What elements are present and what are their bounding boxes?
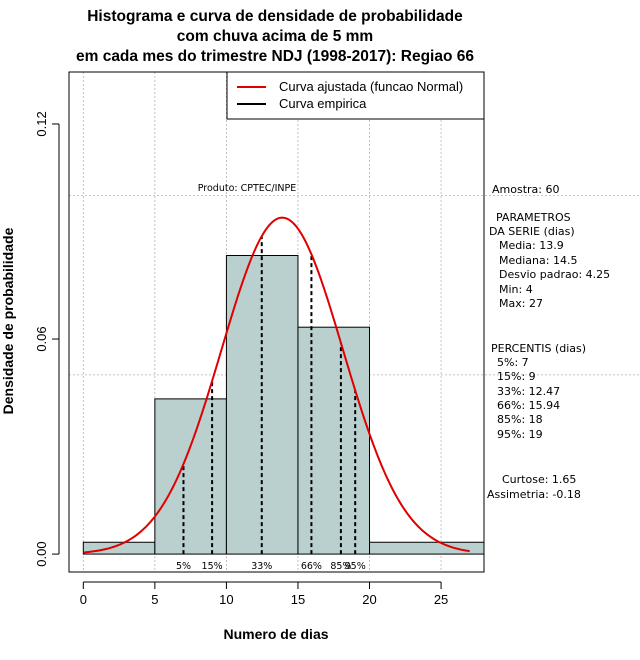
percentile-label-2: 33% <box>251 561 272 572</box>
kurtosis: Curtose: 1.65 <box>502 473 576 486</box>
x-tick-label-4: 20 <box>362 592 376 607</box>
percentile-33: 33%: 12.47 <box>497 385 560 398</box>
curve-layer <box>83 216 470 554</box>
legend-fitted-label: Curva ajustada (funcao Normal) <box>279 79 463 94</box>
param-max: Max: 27 <box>499 297 543 310</box>
percentile-label-4: 85% <box>330 561 351 572</box>
y-axis-label: Densidade de probabilidade <box>0 227 16 414</box>
percentile-15: 15%: 9 <box>497 370 536 383</box>
param-min: Min: 4 <box>499 283 533 296</box>
sample-size: Amostra: 60 <box>492 183 559 196</box>
histogram-bar-1 <box>154 398 227 555</box>
axes-layer: 0 5 10 15 20 25 0.00 0.06 0.12 <box>34 111 448 607</box>
percentile-5: 5%: 7 <box>497 356 529 369</box>
x-axis-label: Numero de dias <box>223 626 328 642</box>
x-tick-label-5: 25 <box>434 592 448 607</box>
bars-layer <box>82 255 485 555</box>
param-median: Mediana: 14.5 <box>499 254 577 267</box>
params-title-1: PARAMETROS <box>496 211 571 224</box>
x-tick-label-2: 10 <box>219 592 233 607</box>
chart-title-line-2: com chuva acima de 5 mm <box>177 28 373 45</box>
param-mean: Media: 13.9 <box>499 239 564 252</box>
x-tick-label-3: 15 <box>291 592 305 607</box>
params-title-2: DA SERIE (dias) <box>489 225 575 238</box>
legend: Curva ajustada (funcao Normal) Curva emp… <box>226 71 485 120</box>
param-sd: Desvio padrao: 4.25 <box>499 268 610 281</box>
y-tick-label-1: 0.06 <box>34 326 49 351</box>
x-tick-label-1: 5 <box>151 592 158 607</box>
chart-title-line-1: Histograma e curva de densidade de proba… <box>87 8 463 25</box>
percentile-66: 66%: 15.94 <box>497 399 560 412</box>
fitted-normal-curve <box>83 216 470 554</box>
percentile-lines-layer <box>182 236 357 555</box>
chart-title-line-3: em cada mes do trimestre NDJ (1998-2017)… <box>76 48 474 65</box>
y-tick-label-0: 0.00 <box>34 541 49 566</box>
percentile-label-0: 5% <box>176 561 191 572</box>
legend-empirical-label: Curva empirica <box>279 96 367 111</box>
percentiles-title: PERCENTIS (dias) <box>491 342 586 355</box>
percentile-label-1: 15% <box>202 561 223 572</box>
histogram-bar-4 <box>369 541 485 555</box>
y-tick-label-2: 0.12 <box>34 111 49 136</box>
side-panel: Amostra: 60 PARAMETROS DA SERIE (dias) M… <box>487 183 610 501</box>
percentile-label-5: 95% <box>345 561 366 572</box>
x-tick-label-0: 0 <box>80 592 87 607</box>
percentile-labels-layer: 5% 15% 33% 66% 85%95% <box>176 561 366 572</box>
histogram-bar-3 <box>297 326 371 555</box>
percentile-85: 85%: 18 <box>497 413 543 426</box>
percentile-95: 95%: 19 <box>497 428 543 441</box>
skewness: Assimetria: -0.18 <box>487 488 581 501</box>
percentile-label-3: 66% <box>301 561 322 572</box>
product-annotation: Produto: CPTEC/INPE <box>198 183 297 194</box>
legend-box <box>226 71 485 120</box>
